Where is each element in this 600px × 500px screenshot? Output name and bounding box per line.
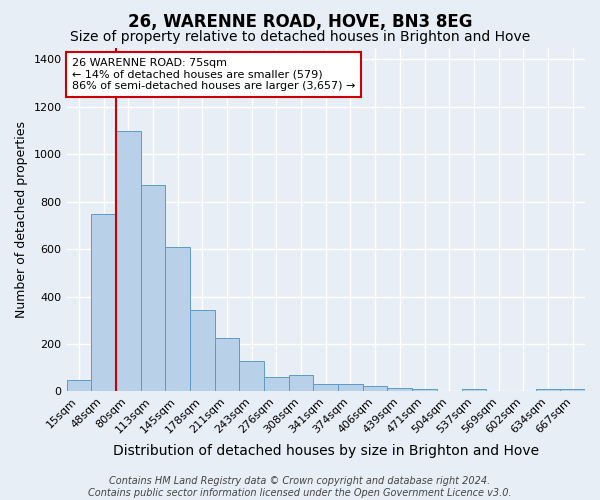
Bar (67, 380, 91, 392)
Bar (190, 310, 215, 392)
Bar (388, 388, 412, 392)
Bar (289, 375, 313, 392)
Text: 26 WARENNE ROAD: 75sqm
← 14% of detached houses are smaller (579)
86% of semi-de: 26 WARENNE ROAD: 75sqm ← 14% of detached… (72, 58, 355, 91)
Bar (412, 389, 437, 392)
Bar (338, 384, 363, 392)
Bar (560, 388, 585, 392)
Bar (461, 389, 486, 392)
Text: Size of property relative to detached houses in Brighton and Hove: Size of property relative to detached ho… (70, 30, 530, 44)
Bar (165, 246, 190, 392)
Bar (116, 130, 140, 392)
X-axis label: Distribution of detached houses by size in Brighton and Hove: Distribution of detached houses by size … (113, 444, 539, 458)
Bar (239, 360, 264, 392)
Bar (215, 338, 239, 392)
Text: 26, WARENNE ROAD, HOVE, BN3 8EG: 26, WARENNE ROAD, HOVE, BN3 8EG (128, 12, 472, 30)
Text: Contains HM Land Registry data © Crown copyright and database right 2024.
Contai: Contains HM Land Registry data © Crown c… (88, 476, 512, 498)
Bar (264, 377, 289, 392)
Bar (536, 389, 560, 392)
Bar (363, 386, 388, 392)
Bar (313, 384, 338, 392)
Bar (91, 214, 116, 392)
Y-axis label: Number of detached properties: Number of detached properties (15, 121, 28, 318)
Bar (140, 185, 165, 392)
